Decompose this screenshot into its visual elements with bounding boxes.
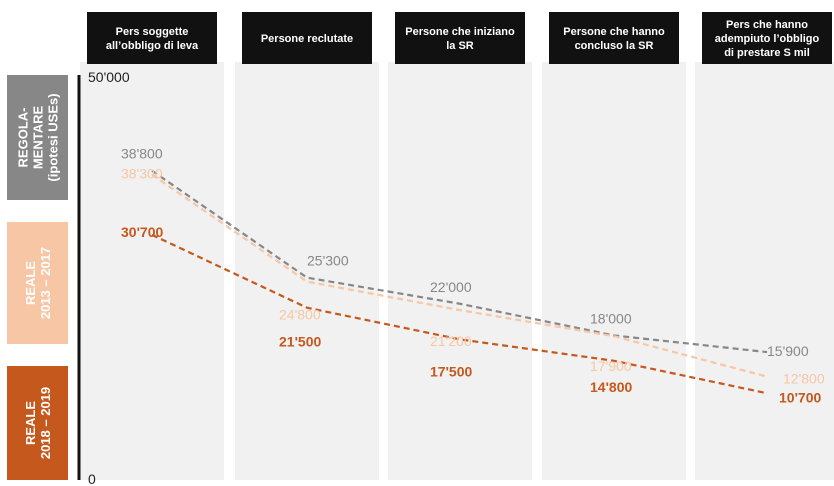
data-label: 17'900 (590, 358, 632, 374)
y-tick-label: 0 (88, 471, 96, 486)
legend-band: REGOLA-MENTARE(ipotesi USEs) (7, 75, 68, 200)
column-background (388, 62, 532, 480)
category-header: Pers che hanno adempiuto l’obbligo di pres… (702, 12, 832, 64)
series-line (151, 173, 768, 378)
category-header-box (395, 12, 525, 64)
category-header-box (87, 12, 217, 64)
category-header-label: Persone reclutate (261, 33, 353, 45)
category-header-box (702, 12, 832, 64)
legend-band: REALE2018 – 2019 (7, 366, 68, 480)
data-label: 12'800 (783, 371, 825, 387)
data-label: 21'200 (430, 333, 472, 349)
data-label: 30'700 (121, 224, 163, 240)
column-background (542, 62, 686, 480)
data-label: 21'500 (279, 334, 321, 350)
category-header-box (549, 12, 679, 64)
data-label: 17'500 (430, 363, 472, 379)
column-background (235, 62, 379, 480)
legend-band-label: REGOLA-MENTARE(ipotesi USEs) (16, 93, 61, 181)
data-label: 25'300 (307, 253, 349, 269)
legend-band-label: REALE2013 – 2017 (23, 247, 53, 319)
data-label: 38'800 (121, 146, 163, 162)
legend-band-box (7, 222, 68, 344)
category-header: Persone reclutate (242, 12, 372, 64)
category-header: Persone che iniziano la SR (395, 12, 525, 64)
legend-band-box (7, 75, 68, 200)
data-label: 10'700 (779, 389, 821, 405)
data-label: 22'000 (430, 279, 472, 295)
data-label: 15'900 (767, 343, 809, 359)
data-label: 14'800 (590, 379, 632, 395)
category-header-label: Persone che hanno concluso la SR (563, 26, 665, 52)
category-header-label: Pers soggette all’obbligo di leva (106, 26, 199, 52)
data-label: 24'800 (279, 307, 321, 323)
column-background (695, 62, 834, 480)
category-header-box (242, 12, 372, 64)
category-header-label: Persone che iniziano la SR (405, 26, 515, 52)
legend-band-box (7, 366, 68, 480)
category-header: Pers soggette all’obbligo di leva (87, 12, 217, 64)
series-line (151, 169, 768, 354)
y-tick-label: 50'000 (88, 69, 130, 85)
category-header: Persone che hanno concluso la SR (549, 12, 679, 64)
data-label: 38'300 (121, 166, 163, 182)
legend-band-label: REALE2018 – 2019 (23, 387, 53, 459)
data-label: 18'000 (590, 310, 632, 326)
column-background (80, 62, 224, 480)
category-header-label: Pers che hanno adempiuto l’obbligo di pres… (715, 19, 820, 59)
series-line (151, 233, 768, 395)
legend-band: REALE2013 – 2017 (7, 222, 68, 344)
